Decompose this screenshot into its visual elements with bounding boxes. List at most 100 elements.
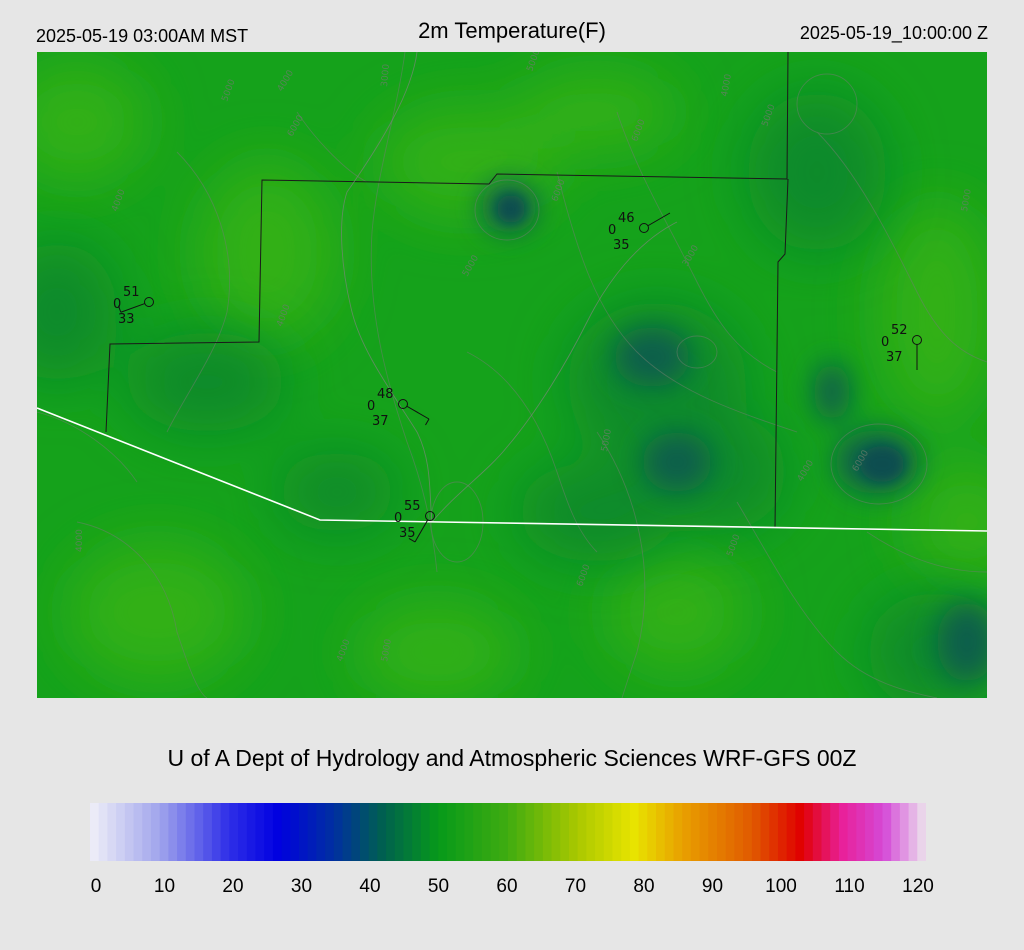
colorbar-segment xyxy=(403,803,413,861)
station-dewpoint: 37 xyxy=(886,350,903,365)
coldest-areas xyxy=(497,195,904,482)
colorbar-segment xyxy=(281,803,291,861)
colorbar-segment xyxy=(699,803,709,861)
station-circle xyxy=(639,223,649,233)
colorbar-tick-label: 110 xyxy=(834,876,865,897)
contour-label: 5000 xyxy=(600,428,614,453)
station-circle xyxy=(398,399,408,409)
colorbar-segment xyxy=(751,803,762,861)
colorbar-segment xyxy=(368,803,378,861)
colorbar-segment xyxy=(708,803,718,861)
colorbar-tick-label: 40 xyxy=(359,876,381,897)
colorbar-segment xyxy=(177,803,187,861)
colorbar-tick-label: 100 xyxy=(765,876,797,897)
colorbar-segment xyxy=(438,803,448,861)
colorbar-segment xyxy=(647,803,657,861)
colorbar-tick-label: 10 xyxy=(153,876,176,897)
station-circle xyxy=(425,511,435,521)
colorbar-segment xyxy=(342,803,352,861)
colorbar-segment xyxy=(525,803,535,861)
colorbar-segment xyxy=(542,803,553,861)
colorbar-segment xyxy=(795,803,805,861)
station-dewpoint: 33 xyxy=(118,312,135,327)
colorbar-segment xyxy=(133,803,143,861)
colorbar-segment xyxy=(595,803,605,861)
station-cloud-cover: 0 xyxy=(881,335,889,350)
colorbar-segment xyxy=(325,803,335,861)
colorbar-segment xyxy=(769,803,779,861)
colorbar-segment xyxy=(481,803,492,861)
colorbar-segment xyxy=(377,803,387,861)
colorbar-segment xyxy=(786,803,796,861)
elevation-contours xyxy=(37,52,987,698)
colorbar-segment xyxy=(412,803,422,861)
wind-barb-shaft xyxy=(647,212,671,227)
colorbar-segment xyxy=(760,803,770,861)
colorbar-segment xyxy=(856,803,866,861)
colorbar-segment xyxy=(185,803,196,861)
colorbar-segment xyxy=(516,803,527,861)
colorbar-segment xyxy=(124,803,135,861)
station-circle xyxy=(144,297,154,307)
colorbar-segment xyxy=(211,803,222,861)
colorbar-segment xyxy=(830,803,840,861)
colorbar-segment xyxy=(203,803,213,861)
wind-barb-shaft xyxy=(406,405,430,420)
colorbar-segment xyxy=(98,803,109,861)
colorbar-segment xyxy=(838,803,849,861)
station-dewpoint: 35 xyxy=(399,526,416,541)
colorbar-segment xyxy=(725,803,736,861)
colorbar-segment xyxy=(882,803,892,861)
station-cloud-cover: 0 xyxy=(394,511,402,526)
colorbar-segment xyxy=(560,803,570,861)
colorbar-segment xyxy=(734,803,744,861)
colorbar-segment xyxy=(804,803,814,861)
colorbar-segment xyxy=(351,803,361,861)
station-temp: 46 xyxy=(618,211,635,226)
wind-barb-flag xyxy=(425,418,430,426)
colorbar-segment xyxy=(420,803,431,861)
station-temp: 51 xyxy=(123,285,140,300)
colorbar-segment xyxy=(629,803,640,861)
credit-text: U of A Dept of Hydrology and Atmospheric… xyxy=(167,745,857,771)
colorbar-segment xyxy=(90,803,100,861)
colorbar-segment xyxy=(873,803,884,861)
station-temp: 55 xyxy=(404,499,421,514)
colorbar-segment xyxy=(682,803,692,861)
map-title: 2m Temperature(F) xyxy=(418,18,606,43)
warm-areas xyxy=(37,62,987,698)
colorbar-segment xyxy=(290,803,300,861)
colorbar-segment xyxy=(499,803,509,861)
colorbar-segment xyxy=(717,803,727,861)
colorbar-segment xyxy=(455,803,466,861)
colorbar-segment xyxy=(568,803,579,861)
colorbar-segment xyxy=(159,803,169,861)
contour-label: 3000 xyxy=(380,63,392,87)
colorbar-segment xyxy=(142,803,152,861)
colorbar-segment xyxy=(220,803,230,861)
colorbar-segment xyxy=(386,803,396,861)
colorbar-segment xyxy=(238,803,248,861)
station-cloud-cover: 0 xyxy=(113,297,121,312)
colorbar-segment xyxy=(865,803,875,861)
colorbar-segment xyxy=(577,803,587,861)
colorbar-tick-label: 80 xyxy=(633,876,655,897)
colorbar-segment xyxy=(359,803,370,861)
colorbar-segment xyxy=(603,803,614,861)
colorbar-tick-label: 20 xyxy=(222,876,244,897)
colorbar-segment xyxy=(246,803,257,861)
station-cloud-cover: 0 xyxy=(367,399,375,414)
colorbar-segment xyxy=(264,803,274,861)
colorbar-segment xyxy=(656,803,666,861)
colorbar-segment xyxy=(464,803,474,861)
colorbar-segment xyxy=(255,803,265,861)
colorbar-segment xyxy=(534,803,544,861)
colorbar-segment xyxy=(194,803,204,861)
wind-barb-shaft xyxy=(120,303,145,313)
colorbar-tick-label: 30 xyxy=(290,876,313,897)
contour-label: 5000 xyxy=(380,638,394,663)
